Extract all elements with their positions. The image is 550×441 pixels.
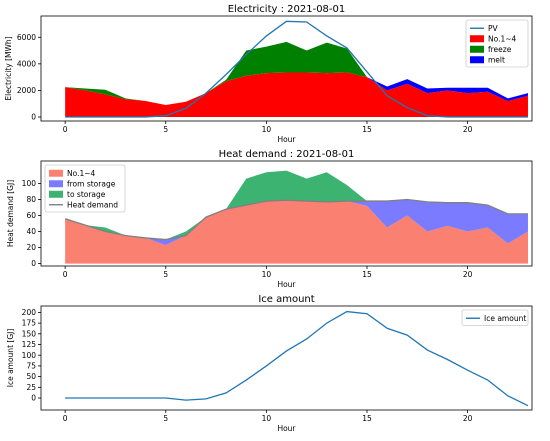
legend-label: from storage bbox=[67, 179, 116, 188]
line-heat-demand bbox=[64, 198, 528, 241]
chart-2: Heat demand : 2021-08-01 0 5 10 15 20 0 20 40 60 8… bbox=[6, 149, 533, 289]
legend-swatch bbox=[49, 180, 63, 188]
plot-area bbox=[64, 170, 528, 264]
x-tick-label: 0 bbox=[63, 414, 68, 423]
legend-swatch bbox=[470, 35, 484, 43]
chart-1: Electricity : 2021-08-01 0 5 10 15 20 0 2000 400… bbox=[4, 4, 533, 144]
y-axis-label: Ice amount [GJ] bbox=[6, 329, 15, 388]
legend-label: No.1~4 bbox=[488, 34, 517, 43]
area-from-storage bbox=[65, 199, 528, 246]
area-freeze bbox=[65, 41, 528, 106]
y-tick-label: 40 bbox=[26, 227, 36, 236]
x-tick-label: 5 bbox=[163, 125, 168, 134]
y-tick-label: 75 bbox=[26, 362, 36, 371]
x-tick-label: 15 bbox=[362, 125, 372, 134]
y-tick-label: 0 bbox=[31, 394, 36, 403]
legend-label: No.1~4 bbox=[67, 169, 96, 178]
line-ice-amount bbox=[65, 310, 529, 407]
legend-swatch bbox=[470, 45, 484, 53]
area-no-1-4 bbox=[65, 72, 528, 118]
y-tick-label: 0 bbox=[31, 259, 36, 268]
legend-label: melt bbox=[488, 55, 505, 64]
x-tick-label: 10 bbox=[262, 125, 272, 134]
chart-title: Electricity : 2021-08-01 bbox=[228, 4, 346, 15]
x-tick-label: 15 bbox=[362, 270, 372, 279]
legend-swatch bbox=[49, 190, 63, 198]
x-tick-label: 20 bbox=[463, 414, 473, 423]
x-tick-label: 20 bbox=[463, 270, 473, 279]
axes-frame bbox=[40, 15, 533, 122]
y-tick-label: 200 bbox=[22, 308, 37, 317]
y-tick-label: 125 bbox=[22, 340, 37, 349]
y-tick-label: 0 bbox=[31, 113, 36, 122]
y-tick-label: 2000 bbox=[17, 86, 36, 95]
legend-swatch bbox=[470, 56, 484, 64]
legend-label: PV bbox=[488, 24, 499, 33]
x-tick-label: 15 bbox=[362, 414, 372, 423]
legend-label: Heat demand bbox=[67, 200, 118, 209]
legend-label: to storage bbox=[67, 190, 106, 199]
y-tick-label: 100 bbox=[22, 179, 37, 188]
plot-area bbox=[65, 20, 528, 118]
chart-title: Ice amount bbox=[258, 294, 314, 305]
line-pv bbox=[65, 20, 528, 118]
legend-label: Ice amount bbox=[484, 314, 526, 323]
x-axis-label: Hour bbox=[277, 424, 296, 433]
x-tick-label: 10 bbox=[262, 270, 272, 279]
legend-label: freeze bbox=[488, 45, 512, 54]
y-tick-label: 150 bbox=[22, 329, 37, 338]
x-tick-label: 20 bbox=[463, 125, 473, 134]
legend: Ice amount bbox=[461, 309, 529, 326]
x-tick-label: 5 bbox=[163, 270, 168, 279]
y-axis-label: Electricity [MWh] bbox=[4, 36, 13, 100]
x-tick-label: 5 bbox=[163, 414, 168, 423]
axes-frame bbox=[40, 305, 533, 411]
area-no-1-4 bbox=[65, 200, 528, 264]
legend-swatch bbox=[49, 169, 63, 177]
plot-area bbox=[65, 310, 529, 407]
y-axis-label: Heat demand [GJ] bbox=[6, 180, 15, 247]
y-tick-label: 175 bbox=[22, 319, 37, 328]
x-axis-label: Hour bbox=[277, 135, 296, 144]
x-tick-label: 0 bbox=[63, 270, 68, 279]
legend-box bbox=[44, 164, 126, 213]
x-tick-label: 0 bbox=[63, 125, 68, 134]
legend-box bbox=[461, 309, 529, 326]
y-tick-label: 50 bbox=[26, 372, 36, 381]
y-tick-label: 20 bbox=[26, 243, 36, 252]
x-tick-label: 10 bbox=[262, 414, 272, 423]
chart-title: Heat demand : 2021-08-01 bbox=[219, 149, 355, 160]
y-tick-label: 4000 bbox=[17, 59, 36, 68]
legend-box bbox=[465, 19, 529, 68]
y-tick-label: 80 bbox=[26, 195, 36, 204]
axes-frame bbox=[40, 160, 533, 267]
x-axis-label: Hour bbox=[277, 280, 296, 289]
y-tick-label: 6000 bbox=[17, 33, 36, 42]
y-tick-label: 100 bbox=[22, 351, 37, 360]
y-tick-label: 60 bbox=[26, 211, 36, 220]
y-tick-label: 25 bbox=[26, 383, 36, 392]
